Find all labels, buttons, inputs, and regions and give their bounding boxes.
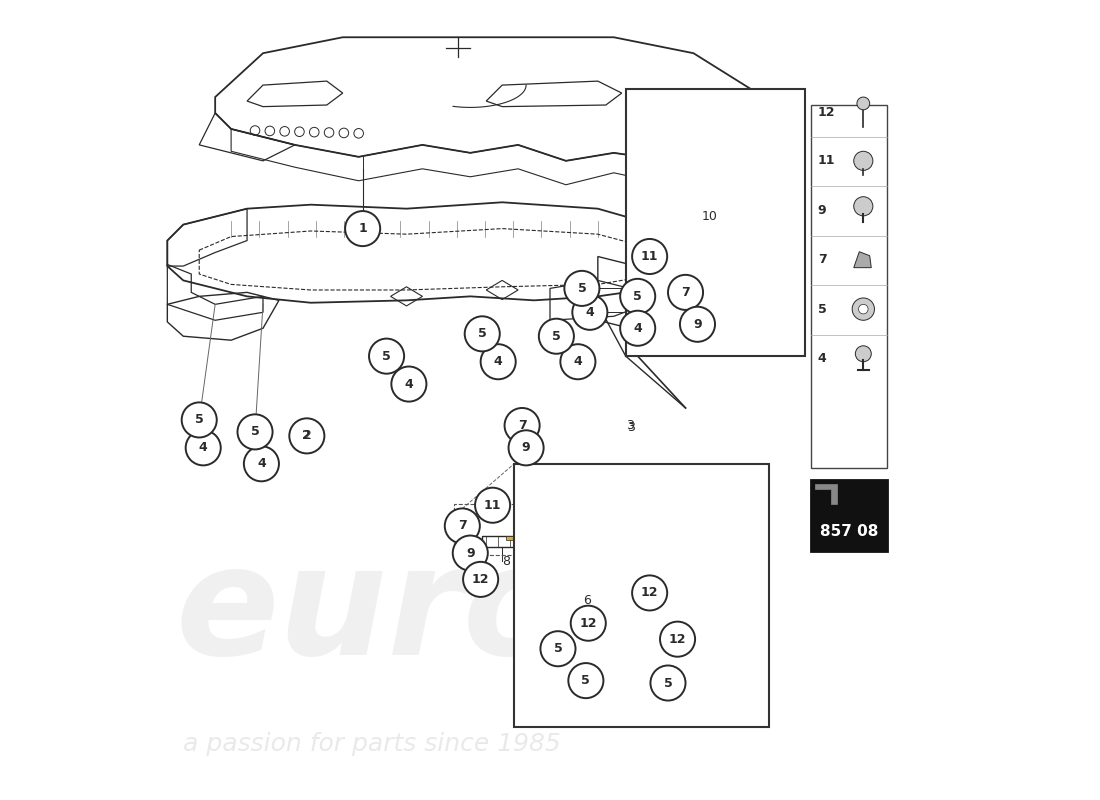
- Circle shape: [620, 279, 656, 314]
- Text: 5: 5: [663, 677, 672, 690]
- Text: 10: 10: [702, 210, 717, 223]
- Circle shape: [238, 414, 273, 450]
- Circle shape: [632, 239, 668, 274]
- FancyBboxPatch shape: [514, 464, 769, 727]
- Text: 12: 12: [472, 573, 490, 586]
- Circle shape: [632, 575, 668, 610]
- Circle shape: [368, 338, 404, 374]
- Text: 5: 5: [477, 327, 486, 340]
- Text: 9: 9: [521, 442, 530, 454]
- Polygon shape: [506, 535, 542, 539]
- Text: 5: 5: [634, 290, 642, 303]
- Text: 5: 5: [195, 414, 204, 426]
- Text: 8: 8: [503, 554, 510, 567]
- Text: 12: 12: [580, 617, 597, 630]
- Text: 9: 9: [466, 546, 474, 559]
- Text: 4: 4: [585, 306, 594, 319]
- Text: 5: 5: [553, 642, 562, 655]
- Circle shape: [345, 211, 381, 246]
- Text: 857 08: 857 08: [821, 524, 879, 539]
- Circle shape: [854, 151, 873, 170]
- Text: 12: 12: [818, 106, 835, 119]
- Circle shape: [571, 606, 606, 641]
- Circle shape: [856, 346, 871, 362]
- Text: 5: 5: [578, 282, 586, 295]
- Circle shape: [857, 97, 870, 110]
- Text: 3: 3: [626, 419, 634, 432]
- Circle shape: [289, 418, 324, 454]
- Text: 9: 9: [818, 204, 826, 217]
- Circle shape: [508, 430, 543, 466]
- Circle shape: [560, 344, 595, 379]
- Circle shape: [660, 622, 695, 657]
- Text: 2: 2: [302, 430, 311, 442]
- Text: 5: 5: [251, 426, 260, 438]
- Text: 11: 11: [818, 154, 835, 167]
- Text: 7: 7: [681, 286, 690, 299]
- Text: 7: 7: [818, 253, 826, 266]
- Circle shape: [539, 318, 574, 354]
- Text: 12: 12: [669, 633, 686, 646]
- Text: a passion for parts since 1985: a passion for parts since 1985: [184, 732, 561, 756]
- Circle shape: [392, 366, 427, 402]
- FancyBboxPatch shape: [812, 480, 888, 551]
- Circle shape: [481, 344, 516, 379]
- Circle shape: [854, 197, 873, 216]
- Polygon shape: [815, 484, 837, 504]
- Circle shape: [444, 509, 480, 543]
- Text: 4: 4: [257, 458, 266, 470]
- Text: 6: 6: [583, 594, 592, 607]
- Text: euro: euro: [175, 538, 568, 687]
- Text: 5: 5: [552, 330, 561, 342]
- Circle shape: [464, 316, 499, 351]
- Text: 11: 11: [641, 250, 659, 263]
- Polygon shape: [854, 252, 871, 268]
- Circle shape: [463, 562, 498, 597]
- Text: 4: 4: [634, 322, 642, 334]
- Circle shape: [668, 275, 703, 310]
- Text: 4: 4: [494, 355, 503, 368]
- Text: 5: 5: [818, 302, 826, 316]
- Circle shape: [852, 298, 874, 320]
- Text: 12: 12: [641, 586, 659, 599]
- FancyBboxPatch shape: [812, 105, 888, 468]
- Text: 5: 5: [582, 674, 591, 687]
- Circle shape: [182, 402, 217, 438]
- Text: 4: 4: [573, 355, 582, 368]
- Text: 4: 4: [199, 442, 208, 454]
- Text: 7: 7: [458, 519, 466, 533]
- Circle shape: [620, 310, 656, 346]
- Circle shape: [564, 271, 600, 306]
- Text: 7: 7: [518, 419, 527, 432]
- Text: 11: 11: [484, 498, 502, 512]
- Circle shape: [680, 306, 715, 342]
- Polygon shape: [522, 595, 749, 611]
- Circle shape: [453, 535, 487, 570]
- Text: 9: 9: [693, 318, 702, 330]
- Circle shape: [572, 294, 607, 330]
- Circle shape: [505, 408, 540, 443]
- Circle shape: [186, 430, 221, 466]
- Circle shape: [540, 631, 575, 666]
- Text: 4: 4: [818, 352, 826, 365]
- Text: 4: 4: [405, 378, 414, 390]
- Text: 2: 2: [302, 430, 311, 442]
- Circle shape: [244, 446, 279, 482]
- FancyBboxPatch shape: [626, 89, 805, 356]
- Circle shape: [858, 304, 868, 314]
- Text: 3: 3: [627, 422, 635, 434]
- Circle shape: [569, 663, 604, 698]
- Circle shape: [475, 488, 510, 522]
- Circle shape: [650, 666, 685, 701]
- Text: 5: 5: [382, 350, 390, 362]
- Text: 1: 1: [359, 222, 367, 235]
